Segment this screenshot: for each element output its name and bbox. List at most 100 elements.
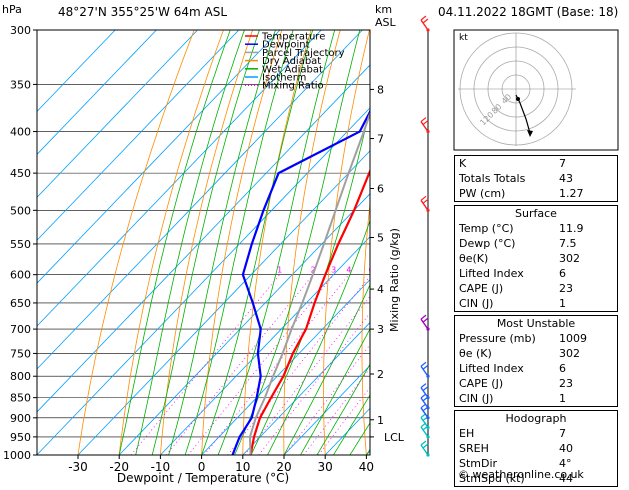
index-key: Totals Totals	[459, 172, 526, 185]
pressure-tick-label: 850	[10, 392, 31, 405]
wind-barb-flag	[420, 117, 427, 123]
isotherm-line	[37, 30, 240, 241]
wind-barb-flag	[422, 120, 429, 126]
km-tick-label: 7	[377, 133, 384, 146]
hodograph-title: Hodograph	[505, 412, 567, 425]
wind-barb-dot	[426, 208, 430, 212]
mixing-ratio-line	[284, 344, 370, 455]
most-unstable-table: Most Unstable Pressure (mb) 1009 θe (K) 302…	[454, 315, 618, 407]
hodograph-stat-row: SREH 40	[455, 441, 617, 456]
wind-barb	[420, 318, 429, 330]
surface-key: θe(K)	[459, 252, 489, 265]
km-tick-label: 5	[377, 231, 384, 244]
most-unstable-row: Lifted Index 6	[455, 361, 617, 376]
mixing-ratio-label: 2	[311, 266, 316, 275]
hodograph-stat-key: EH	[459, 427, 475, 440]
index-row: PW (cm) 1.27	[455, 186, 617, 201]
pressure-tick-label: 750	[10, 347, 31, 360]
surface-title: Surface	[515, 207, 557, 220]
hpa-label: hPa	[2, 3, 22, 16]
hodograph-stat-key: SREH	[459, 442, 489, 455]
chart-grid	[37, 30, 370, 455]
hodograph-stat-row: StmDir 4°	[455, 456, 617, 471]
most-unstable-key: CAPE (J)	[459, 377, 504, 390]
hodograph-stat-value: 44	[559, 472, 573, 485]
wind-barb-flag	[422, 18, 429, 24]
pressure-tick-label: 700	[10, 323, 31, 336]
surface-value: 23	[559, 282, 573, 295]
mixing-ratio-line	[203, 274, 350, 455]
datetime-title: 04.11.2022 18GMT (Base: 18)	[438, 5, 618, 19]
legend-item-label: Temperature	[261, 32, 325, 43]
wind-barb	[420, 19, 429, 31]
isotherm-line	[37, 30, 116, 113]
most-unstable-value: 23	[559, 377, 573, 390]
wind-barb-flag	[420, 314, 427, 320]
pressure-tick-label: 400	[10, 126, 31, 139]
hodograph-storm-marker	[516, 97, 520, 101]
wind-barb	[420, 407, 429, 419]
mixing-ratio-label: 6	[369, 266, 374, 275]
pressure-tick-label: 900	[10, 412, 31, 425]
most-unstable-key: θe (K)	[459, 347, 492, 360]
hodograph-frame	[453, 29, 619, 151]
wet-adiabat-line	[316, 363, 370, 455]
legend-item-label: Dry Adiabat	[262, 56, 321, 67]
mixing-ratio-label: 3	[331, 266, 336, 275]
hodograph-stat-key: StmSpd (kt)	[459, 472, 525, 485]
wind-barb-dot	[426, 416, 430, 420]
mixing-ratio-line	[258, 312, 370, 455]
km-tick-label: 1	[377, 414, 384, 427]
mixing-ratio-axis-label: Mixing Ratio (g/kg)	[388, 228, 401, 332]
surface-key: CAPE (J)	[459, 282, 504, 295]
dewpoint-line	[231, 109, 370, 455]
wind-barb-dot	[426, 425, 430, 430]
wind-barb-flag	[422, 386, 429, 392]
pressure-tick-label: 600	[10, 269, 31, 282]
index-value: 43	[559, 172, 573, 185]
wind-barb-flag	[422, 317, 429, 323]
stats-panel: K 7 Totals Totals 43 PW (cm) 1.27 Surface Tem…	[454, 155, 618, 490]
most-unstable-key: Lifted Index	[459, 362, 524, 375]
dry-adiabat-line	[361, 199, 370, 455]
isotherm-line	[37, 30, 157, 155]
wind-barb	[420, 387, 429, 399]
wet-adiabat-line	[267, 219, 370, 455]
dry-adiabat-line	[323, 30, 370, 455]
x-tick-label: 40	[359, 460, 374, 474]
wind-barb	[420, 444, 429, 456]
wet-adiabat-line	[283, 283, 370, 455]
surface-row: Lifted Index 6	[455, 266, 617, 281]
pressure-tick-label: 300	[10, 24, 31, 37]
most-unstable-value: 1009	[559, 332, 587, 345]
wind-barb-dot	[426, 327, 430, 331]
legend-item-label: Mixing Ratio	[262, 81, 324, 92]
isotherm-line	[37, 30, 322, 327]
index-value: 7	[559, 157, 566, 170]
hodograph-stat-row: EH 7	[455, 426, 617, 441]
x-tick-label: 20	[276, 460, 291, 474]
wet-adiabat-line	[217, 30, 336, 455]
x-tick-label: 0	[198, 460, 206, 474]
most-unstable-value: 6	[559, 362, 566, 375]
wind-barb	[420, 426, 429, 438]
pressure-tick-label: 550	[10, 238, 31, 251]
mixing-ratio-line	[165, 274, 314, 455]
hodograph-stat-value: 7	[559, 427, 566, 440]
wind-barbs	[420, 15, 430, 457]
surface-row: θe(K) 302	[455, 251, 617, 266]
wet-adiabat-line	[201, 30, 314, 455]
most-unstable-key: Pressure (mb)	[459, 332, 536, 345]
wind-barb-dot	[426, 406, 430, 410]
pressure-tick-label: 800	[10, 370, 31, 383]
isotherm-line	[37, 30, 198, 198]
surface-row: CIN (J) 1	[455, 296, 617, 311]
surface-value: 302	[559, 252, 580, 265]
surface-key: Temp (°C)	[459, 222, 514, 235]
mixing-ratio-label: 4	[346, 266, 351, 275]
hodograph-arrow	[527, 130, 533, 137]
chart-series: 1 2 3 4 6 8 10 15 20 25	[231, 109, 374, 455]
asl-label: ASL	[375, 16, 397, 29]
